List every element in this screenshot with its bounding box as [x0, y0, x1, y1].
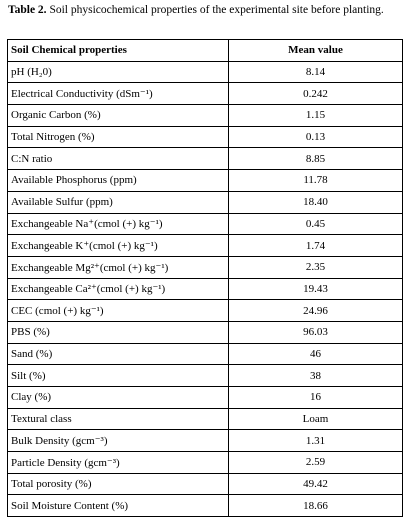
value-cell: 19.43: [228, 277, 403, 301]
table-row: Exchangeable Mg²⁺(cmol (+) kg⁻¹) 2.35: [7, 255, 403, 279]
table-body: pH (H₂0) 8.14 Electrical Conductivity (dSm…: [7, 60, 403, 518]
value-cell: 18.66: [228, 494, 403, 518]
value-cell: 1.31: [228, 429, 403, 453]
table-row: PBS (%) 96.03: [7, 320, 403, 344]
value-cell: 46: [228, 342, 403, 366]
header-cell: Mean value: [228, 39, 403, 62]
property-cell: pH (H₂0): [7, 60, 229, 84]
property-cell: Exchangeable Ca²⁺(cmol (+) kg⁻¹): [7, 277, 229, 301]
value-cell: 1.15: [228, 104, 403, 127]
property-cell: Particle Density (gcm⁻³): [7, 451, 229, 474]
property-cell: Exchangeable K⁺(cmol (+) kg⁻¹): [7, 234, 229, 257]
table-row: pH (H₂0) 8.14: [7, 60, 403, 84]
value-cell: 8.14: [228, 60, 403, 84]
value-cell: 49.42: [228, 472, 403, 496]
table-row: Total porosity (%) 49.42: [7, 472, 403, 496]
value-cell: 18.40: [228, 190, 403, 214]
table-row: Clay (%) 16: [7, 386, 403, 409]
header-cell: Soil Chemical properties: [7, 39, 229, 62]
value-cell: Loam: [228, 407, 403, 431]
header-row: Soil Chemical properties Mean value: [7, 39, 403, 62]
table-row: Total Nitrogen (%) 0.13: [7, 125, 403, 149]
table-head: Soil Chemical properties Mean value: [7, 39, 403, 62]
table-row: Exchangeable Ca²⁺(cmol (+) kg⁻¹) 19.43: [7, 277, 403, 301]
property-cell: C:N ratio: [7, 147, 229, 171]
property-cell: Available Phosphorus (ppm): [7, 169, 229, 192]
property-cell: Sand (%): [7, 342, 229, 366]
value-cell: 24.96: [228, 299, 403, 322]
value-cell: 16: [228, 386, 403, 409]
value-cell: 96.03: [228, 320, 403, 344]
table-row: Organic Carbon (%) 1.15: [7, 104, 403, 127]
property-cell: Exchangeable Na⁺(cmol (+) kg⁻¹): [7, 212, 229, 236]
table-row: CEC (cmol (+) kg⁻¹) 24.96: [7, 299, 403, 322]
value-cell: 8.85: [228, 147, 403, 171]
value-cell: 2.35: [228, 255, 403, 279]
table-row: Electrical Conductivity (dSm⁻¹) 0.242: [7, 82, 403, 106]
property-cell: Textural class: [7, 407, 229, 431]
table-row: Silt (%) 38: [7, 364, 403, 387]
property-cell: Exchangeable Mg²⁺(cmol (+) kg⁻¹): [7, 255, 229, 279]
property-cell: Bulk Density (gcm⁻³): [7, 429, 229, 453]
property-cell: Electrical Conductivity (dSm⁻¹): [7, 82, 229, 106]
table-row: Exchangeable Na⁺(cmol (+) kg⁻¹) 0.45: [7, 212, 403, 236]
property-cell: Soil Moisture Content (%): [7, 494, 229, 518]
value-cell: 38: [228, 364, 403, 387]
value-cell: 1.74: [228, 234, 403, 257]
caption: Table 2. Soil physicochemical properties…: [8, 4, 404, 16]
property-cell: Total porosity (%): [7, 472, 229, 496]
value-cell: 2.59: [228, 451, 403, 474]
caption-text: Soil physicochemical properties of the e…: [49, 4, 384, 16]
caption-label: Table 2.: [8, 4, 47, 16]
table: Soil Chemical properties Mean value pH (…: [7, 39, 403, 518]
table-row: Sand (%) 46: [7, 342, 403, 366]
property-cell: Available Sulfur (ppm): [7, 190, 229, 214]
table-row: Bulk Density (gcm⁻³) 1.31: [7, 429, 403, 453]
table-row: Particle Density (gcm⁻³) 2.59: [7, 451, 403, 474]
property-cell: PBS (%): [7, 320, 229, 344]
value-cell: 0.242: [228, 82, 403, 106]
property-cell: Organic Carbon (%): [7, 104, 229, 127]
table-row: Textural class Loam: [7, 407, 403, 431]
value-cell: 0.45: [228, 212, 403, 236]
value-cell: 0.13: [228, 125, 403, 149]
property-cell: CEC (cmol (+) kg⁻¹): [7, 299, 229, 322]
table-row: C:N ratio 8.85: [7, 147, 403, 171]
table-row: Soil Moisture Content (%) 18.66: [7, 494, 403, 518]
value-cell: 11.78: [228, 169, 403, 192]
table-row: Available Phosphorus (ppm) 11.78: [7, 169, 403, 192]
property-cell: Total Nitrogen (%): [7, 125, 229, 149]
table-row: Exchangeable K⁺(cmol (+) kg⁻¹) 1.74: [7, 234, 403, 257]
property-cell: Silt (%): [7, 364, 229, 387]
table-row: Available Sulfur (ppm) 18.40: [7, 190, 403, 214]
property-cell: Clay (%): [7, 386, 229, 409]
